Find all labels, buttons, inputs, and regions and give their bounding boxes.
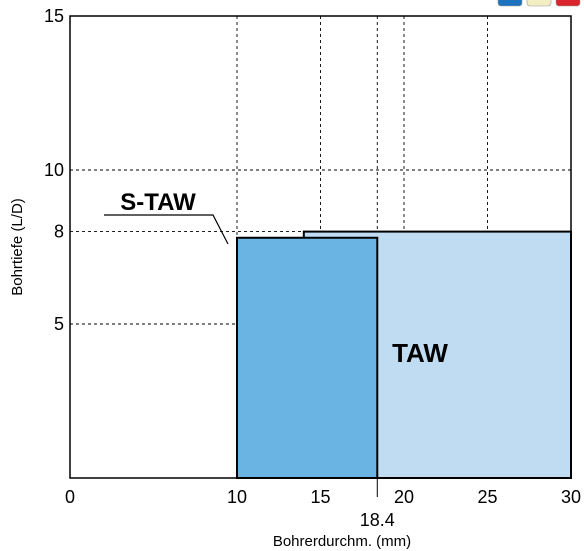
bar-labels: S-TAW TAW bbox=[104, 189, 448, 368]
plot-frame bbox=[69, 15, 572, 479]
y-axis-label: Bohrtiefe (L/D) bbox=[9, 198, 26, 296]
y-tick-label: 10 bbox=[44, 160, 64, 180]
x-tick-label: 30 bbox=[561, 487, 581, 507]
blue-square-icon bbox=[497, 0, 523, 7]
bars-layer bbox=[236, 230, 572, 479]
x-tick-label: 0 bbox=[65, 487, 75, 507]
y-tick-labels: 5 8 10 15 bbox=[44, 6, 64, 334]
yellow-square-icon bbox=[526, 0, 552, 7]
bar-s-taw bbox=[236, 236, 379, 479]
y-tick-label: 5 bbox=[54, 314, 64, 334]
top-right-swatches bbox=[497, 0, 581, 7]
x-marker-label: 18.4 bbox=[360, 510, 395, 530]
label-s-taw-leader bbox=[104, 214, 229, 245]
x-tick-label: 10 bbox=[227, 487, 247, 507]
x-tick-label: 15 bbox=[310, 487, 330, 507]
x-tick-label: 20 bbox=[394, 487, 414, 507]
label-s-taw: S-TAW bbox=[120, 189, 196, 216]
x-tick-labels: 0 10 15 20 25 30 18.4 bbox=[65, 478, 581, 530]
y-tick-label: 15 bbox=[44, 6, 64, 26]
x-tick-label: 25 bbox=[477, 487, 497, 507]
y-tick-label: 8 bbox=[54, 222, 64, 242]
x-axis-label: Bohrerdurchm. (mm) bbox=[273, 533, 411, 550]
label-taw: TAW bbox=[392, 338, 448, 368]
red-square-icon bbox=[555, 0, 581, 7]
